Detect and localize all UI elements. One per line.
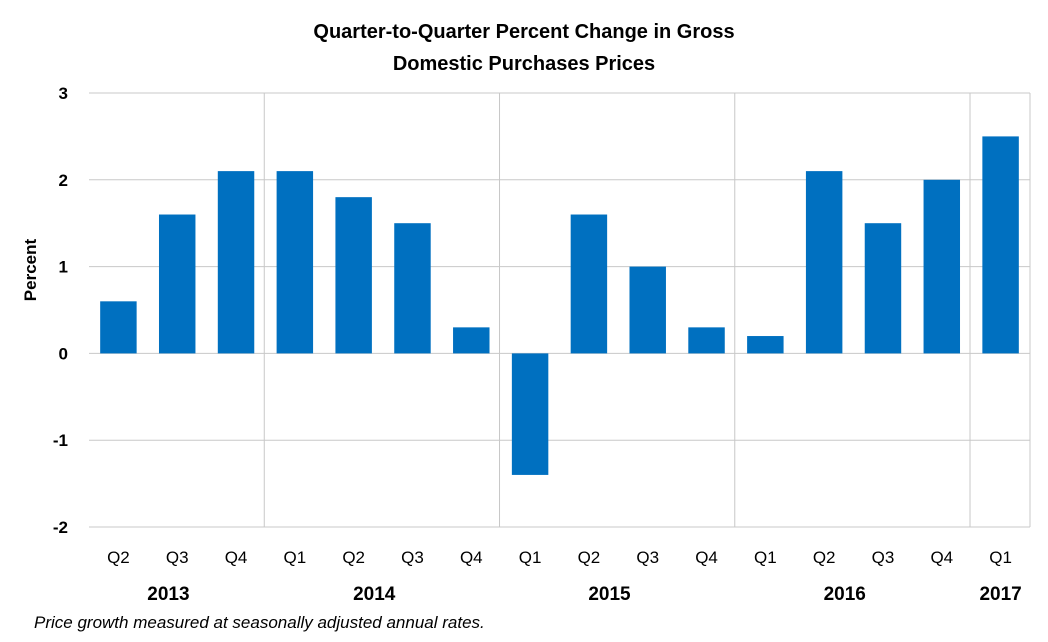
x-tick-label: Q2 — [107, 548, 130, 567]
bar — [453, 327, 490, 354]
x-tick-label: Q4 — [695, 548, 718, 567]
bar — [158, 214, 196, 354]
y-tick-label: -1 — [53, 431, 68, 450]
year-label: 2017 — [979, 584, 1021, 605]
bar — [688, 327, 725, 354]
x-tick-label: Q3 — [872, 548, 895, 567]
y-axis-label: Percent — [21, 238, 40, 301]
year-label: 2016 — [824, 584, 866, 605]
bar — [570, 214, 608, 354]
bar — [276, 171, 314, 354]
x-tick-label: Q2 — [342, 548, 365, 567]
bar — [982, 136, 1019, 354]
year-label: 2015 — [588, 584, 631, 605]
x-tick-label: Q4 — [225, 548, 248, 567]
x-tick-label: Q3 — [166, 548, 189, 567]
chart-title-line-2: Domestic Purchases Prices — [393, 53, 655, 75]
bar — [923, 179, 961, 354]
y-tick-label: 0 — [59, 344, 68, 363]
x-tick-label: Q4 — [930, 548, 953, 567]
x-tick-label: Q3 — [401, 548, 424, 567]
y-tick-label: 1 — [59, 258, 68, 277]
y-tick-label: -2 — [53, 518, 68, 537]
x-tick-label: Q1 — [519, 548, 542, 567]
year-label: 2013 — [147, 584, 189, 605]
bars — [100, 136, 1019, 475]
footnote: Price growth measured at seasonally adju… — [34, 613, 485, 632]
tick-labels: 3 2 1 0 -1 -2 2013 2014 2015 2016 2017 Q2 Q3 Q4 Q1 Q2 Q3… — [53, 84, 1022, 605]
year-label: 2014 — [353, 584, 396, 605]
y-tick-label: 3 — [59, 84, 68, 103]
y-tick-label: 2 — [59, 171, 68, 190]
x-tick-label: Q1 — [284, 548, 307, 567]
x-tick-label: Q2 — [813, 548, 836, 567]
x-tick-label: Q1 — [989, 548, 1012, 567]
x-tick-label: Q3 — [636, 548, 659, 567]
x-tick-label: Q4 — [460, 548, 483, 567]
bar — [217, 171, 255, 354]
bar — [629, 266, 666, 354]
bar — [335, 197, 372, 354]
chart-title-line-1: Quarter-to-Quarter Percent Change in Gro… — [313, 21, 734, 43]
bar — [747, 336, 784, 354]
x-tick-label: Q2 — [578, 548, 601, 567]
x-tick-label: Q1 — [754, 548, 777, 567]
bar — [864, 223, 902, 354]
bar — [394, 223, 431, 354]
bar — [805, 171, 843, 354]
bar — [511, 353, 549, 475]
bar — [100, 301, 137, 354]
